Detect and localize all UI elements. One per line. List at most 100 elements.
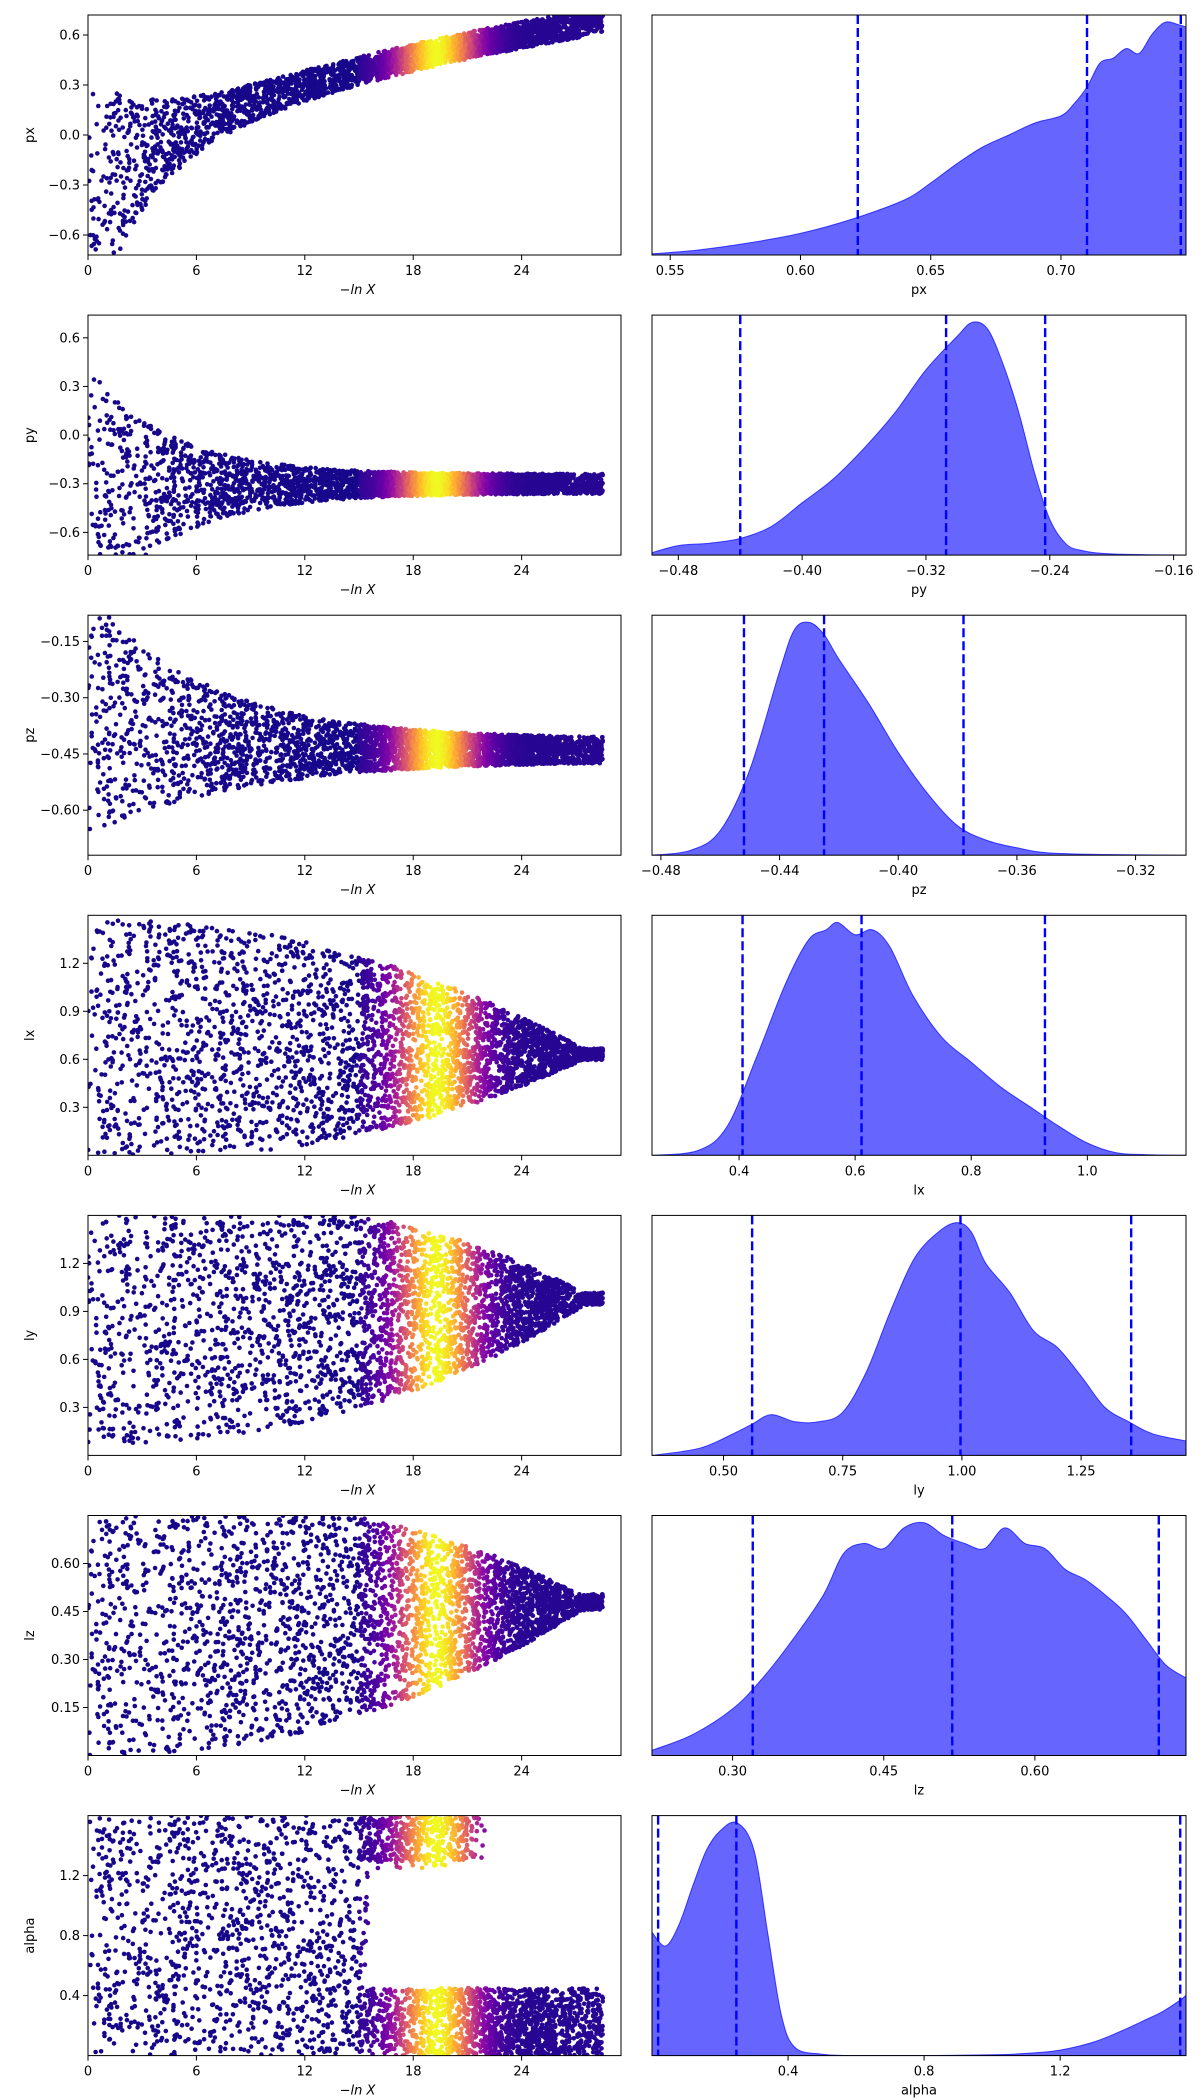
posterior-panel-alpha: 0.4 0.8 1.2 alpha [651,1815,1187,2099]
trace-xtick-label-py: 18 [405,564,422,579]
trace-ytick-label-py: −0.6 [48,526,80,541]
trace-xtick-label-pz: 12 [297,864,314,879]
posterior-xtick-label-py: −0.40 [782,564,822,579]
posterior-xtick-label-py: −0.24 [1030,564,1070,579]
trace-ylabel-lx: lx [23,1029,38,1041]
trace-panel-pz: 0 6 12 18 24 −0.15 −0.30 −0.45 −0.60 −ln X pz [23,614,622,898]
trace-ytick-label-lx: 1.2 [59,957,80,972]
trace-xtick-label-pz: 6 [192,864,200,879]
posterior-xlabel-lx: lx [913,1183,925,1198]
trace-xtick-label-ly: 18 [405,1464,422,1479]
trace-xtick-label-alpha: 18 [405,2065,422,2080]
posterior-xtick-label-py: −0.16 [1154,564,1194,579]
posterior-frame-lz [651,1515,1187,1756]
posterior-xtick-label-alpha: 0.8 [914,2065,935,2080]
posterior-xtick-label-lz: 0.60 [1020,1765,1049,1780]
trace-points-lz [88,1515,605,1756]
trace-xtick-label-px: 0 [84,264,92,279]
posterior-frame-px [651,14,1187,256]
trace-ytick-label-pz: −0.30 [40,691,80,706]
posterior-xtick-label-pz: −0.36 [997,864,1037,879]
trace-points-px [88,15,605,255]
trace-frame-pz [87,614,622,856]
posterior-xtick-label-ly: 1.00 [947,1464,976,1479]
trace-ytick-label-lz: 0.60 [51,1557,80,1572]
trace-xtick-label-lx: 18 [405,1164,422,1179]
trace-xtick-label-py: 0 [84,564,92,579]
posterior-xtick-label-lx: 0.8 [961,1164,982,1179]
posterior-density-py [652,321,1186,556]
trace-ytick-label-lz: 0.15 [51,1701,80,1716]
trace-ytick-label-px: −0.3 [48,179,80,194]
trace-ytick-label-alpha: 1.2 [59,1869,80,1884]
posterior-xtick-label-lx: 0.6 [845,1164,866,1179]
posterior-panel-pz: −0.48 −0.44 −0.40 −0.36 −0.32 pz [641,614,1187,898]
trace-xtick-label-py: 12 [297,564,314,579]
trace-xtick-label-px: 24 [513,264,530,279]
posterior-frame-pz [651,614,1187,856]
trace-frame-px [87,14,622,256]
trace-xlabel-ly: −ln X [340,1483,377,1498]
posterior-xtick-label-px: 0.60 [786,264,815,279]
trace-frame-ly [87,1214,622,1456]
trace-ytick-label-py: 0.3 [59,380,80,395]
posterior-frame-alpha [651,1815,1187,2057]
trace-points-alpha [88,1815,606,2056]
trace-xtick-label-lx: 6 [192,1164,200,1179]
trace-xtick-label-alpha: 24 [513,2065,530,2080]
trace-xtick-label-lz: 0 [84,1765,92,1780]
posterior-density-ly [652,1222,1186,1456]
posterior-xlabel-pz: pz [911,883,926,898]
trace-xtick-label-py: 24 [513,564,530,579]
trace-ytick-label-lx: 0.6 [59,1053,80,1068]
trace-xtick-label-lz: 24 [513,1765,530,1780]
trace-xtick-label-lz: 12 [297,1765,314,1780]
trace-ytick-label-ly: 1.2 [59,1257,80,1272]
trace-ytick-label-px: 0.6 [59,29,80,44]
posterior-xtick-label-py: −0.48 [658,564,698,579]
posterior-xtick-label-py: −0.32 [906,564,946,579]
posterior-xtick-label-lz: 0.45 [869,1765,898,1780]
row-ly: 0 6 12 18 24 1.2 0.9 0.6 0.3 −ln X ly 0.50 0.75 1.00 1… [23,1214,1187,1498]
trace-xtick-label-px: 6 [192,264,200,279]
posterior-density-lz [652,1521,1186,1756]
row-pz: 0 6 12 18 24−0.15−0.30−0.45−0.60−ln Xpz−0.48… [23,614,1187,898]
posterior-panel-px: 0.55 0.60 0.65 0.70 px [651,14,1187,298]
trace-xtick-label-alpha: 6 [192,2065,200,2080]
trace-xtick-label-ly: 24 [513,1464,530,1479]
posterior-xtick-label-pz: −0.48 [641,864,681,879]
trace-points-ly [88,1215,605,1445]
posterior-xlabel-py: py [911,583,927,598]
row-py: 0 6 12 18 240.60.30.0−0.3−0.6−ln Xpy−0.48 −0.… [23,314,1194,598]
posterior-xlabel-alpha: alpha [901,2084,937,2099]
trace-ytick-label-alpha: 0.8 [59,1929,80,1944]
posterior-panel-py: −0.48 −0.40 −0.32 −0.24 −0.16 py [651,314,1194,598]
trace-ylabel-ly: ly [23,1329,38,1341]
trace-ytick-label-pz: −0.15 [40,635,80,650]
trace-xlabel-lz: −ln X [340,1784,377,1799]
row-lx: 0 6 12 18 24 1.2 0.9 0.6 0.3 −ln X lx 0.4 0.6 0.8 1.0 l… [23,914,1187,1198]
posterior-xlabel-ly: ly [913,1483,925,1498]
trace-ytick-label-py: −0.3 [48,477,80,492]
posterior-frame-lx [651,914,1187,1156]
posterior-xtick-label-lx: 1.0 [1077,1164,1098,1179]
trace-xtick-label-alpha: 12 [297,2065,314,2080]
trace-xtick-label-py: 6 [192,564,200,579]
trace-xtick-label-lz: 18 [405,1765,422,1780]
trace-ylabel-pz: pz [23,727,38,742]
posterior-xtick-label-px: 0.70 [1046,264,1075,279]
trace-xtick-label-ly: 12 [297,1464,314,1479]
posterior-xtick-label-lx: 0.4 [729,1164,750,1179]
posterior-xtick-label-ly: 0.75 [828,1464,857,1479]
posterior-xtick-label-pz: −0.44 [760,864,800,879]
posterior-xtick-label-px: 0.65 [916,264,945,279]
trace-ytick-label-ly: 0.3 [59,1401,80,1416]
trace-ytick-label-lz: 0.45 [51,1605,80,1620]
trace-xlabel-px: −ln X [340,283,377,298]
posterior-xtick-label-ly: 0.50 [709,1464,738,1479]
trace-xtick-label-px: 18 [405,264,422,279]
trace-panel-alpha: 0 6 12 18 24 1.2 0.8 0.4 −ln X alpha [23,1815,622,2099]
trace-xtick-label-ly: 0 [84,1464,92,1479]
